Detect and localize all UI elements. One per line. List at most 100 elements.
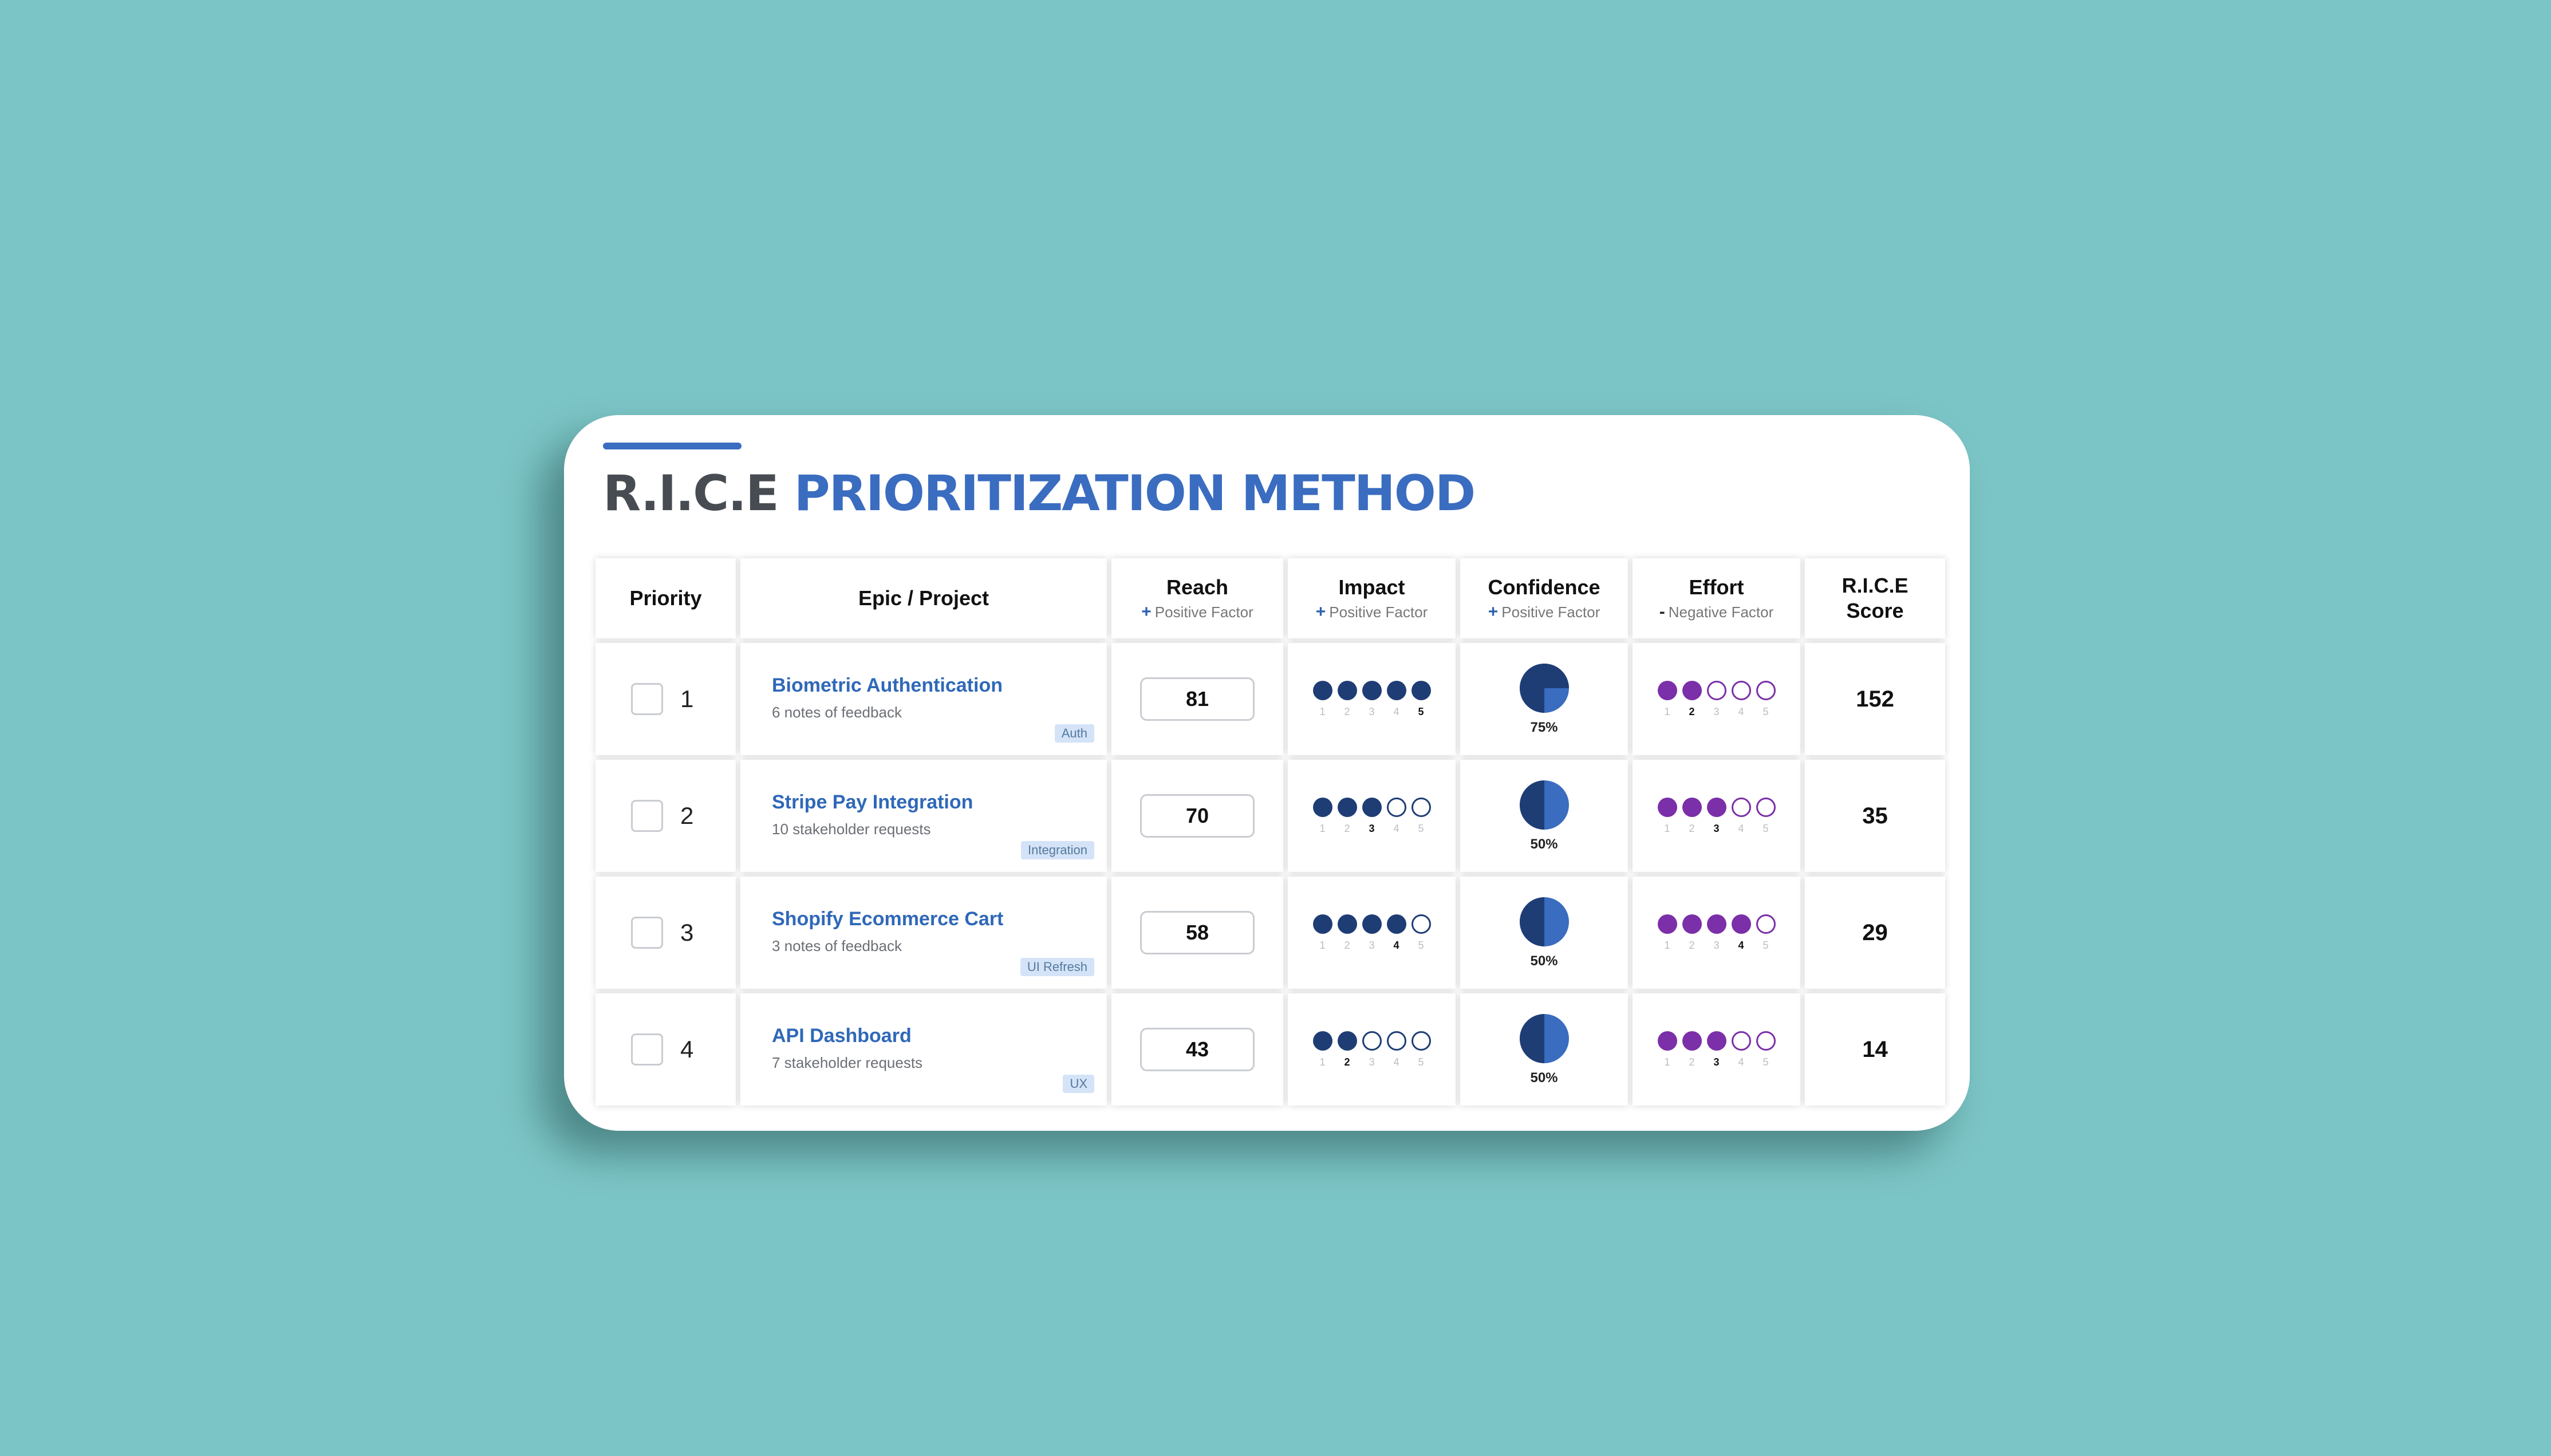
title-main: PRIORITIZATION METHOD: [794, 465, 1476, 522]
reach-input[interactable]: 43: [1140, 1028, 1255, 1071]
plus-icon: +: [1315, 602, 1326, 621]
effort-dot[interactable]: [1756, 680, 1776, 700]
effort-scale-label: 4: [1738, 705, 1744, 717]
priority-number: 4: [680, 1036, 694, 1063]
confidence-pie-icon: [1519, 664, 1569, 713]
impact-scale-label: 5: [1418, 705, 1424, 717]
effort-dot[interactable]: [1706, 914, 1726, 934]
impact-dot[interactable]: [1362, 914, 1382, 934]
header-effort-factor-text: Negative Factor: [1668, 603, 1774, 621]
impact-dot[interactable]: [1411, 680, 1431, 700]
effort-dot[interactable]: [1756, 1031, 1776, 1051]
priority-number: 2: [680, 802, 694, 829]
impact-dot[interactable]: [1312, 914, 1332, 934]
impact-dot[interactable]: [1386, 680, 1406, 700]
impact-dot[interactable]: [1312, 680, 1332, 700]
impact-dot[interactable]: [1386, 914, 1406, 934]
effort-dot[interactable]: [1706, 680, 1726, 700]
effort-rating[interactable]: [1657, 914, 1776, 934]
effort-dot[interactable]: [1731, 680, 1751, 700]
epic-tag: UX: [1063, 1075, 1094, 1093]
effort-dot[interactable]: [1756, 914, 1776, 934]
effort-dot[interactable]: [1731, 914, 1751, 934]
reach-input[interactable]: 58: [1140, 911, 1255, 954]
effort-scale-label: 1: [1664, 1056, 1670, 1068]
confidence-cell: 50%: [1460, 760, 1628, 872]
priority-checkbox[interactable]: [631, 800, 663, 832]
impact-rating[interactable]: [1312, 680, 1431, 700]
effort-scale-label: 2: [1689, 939, 1695, 951]
effort-cell: 1 2 3 4 5: [1633, 760, 1800, 872]
effort-scale-label: 5: [1763, 1056, 1769, 1068]
effort-dot[interactable]: [1657, 914, 1677, 934]
impact-scale: 1 2 3 4 5: [1313, 706, 1431, 718]
effort-dot[interactable]: [1657, 680, 1677, 700]
impact-dot[interactable]: [1386, 1031, 1406, 1051]
effort-rating[interactable]: [1657, 1031, 1776, 1051]
impact-dot[interactable]: [1386, 797, 1406, 817]
epic-title-link[interactable]: Biometric Authentication: [772, 674, 1003, 696]
priority-checkbox[interactable]: [631, 917, 663, 949]
epic-cell: Biometric Authentication 6 notes of feedb…: [740, 643, 1107, 755]
effort-dot[interactable]: [1682, 797, 1702, 817]
effort-dot[interactable]: [1682, 680, 1702, 700]
impact-rating[interactable]: [1312, 1031, 1431, 1051]
impact-dot[interactable]: [1411, 1031, 1431, 1051]
effort-scale-label: 4: [1738, 822, 1744, 834]
title-prefix: R.I.C.E: [603, 465, 779, 522]
effort-dot[interactable]: [1731, 797, 1751, 817]
effort-scale-label: 2: [1689, 822, 1695, 834]
impact-dot[interactable]: [1337, 680, 1357, 700]
effort-scale-label: 1: [1664, 822, 1670, 834]
reach-cell: 58: [1111, 877, 1283, 989]
impact-scale-label: 5: [1418, 1056, 1424, 1068]
effort-scale: 1 2 3 4 5: [1658, 823, 1776, 835]
impact-dot[interactable]: [1337, 797, 1357, 817]
impact-rating[interactable]: [1312, 797, 1431, 817]
impact-scale-label: 1: [1319, 822, 1326, 834]
impact-dot[interactable]: [1312, 797, 1332, 817]
effort-dot[interactable]: [1706, 797, 1726, 817]
effort-rating[interactable]: [1657, 797, 1776, 817]
impact-dot[interactable]: [1337, 914, 1357, 934]
impact-dot[interactable]: [1411, 914, 1431, 934]
impact-dot[interactable]: [1362, 1031, 1382, 1051]
reach-input[interactable]: 81: [1140, 677, 1255, 721]
epic-title-link[interactable]: Shopify Ecommerce Cart: [772, 908, 1004, 930]
reach-input[interactable]: 70: [1140, 794, 1255, 838]
priority-checkbox[interactable]: [631, 683, 663, 715]
rice-card: R.I.C.E PRIORITIZATION METHOD Priority E…: [564, 415, 1970, 1131]
confidence-percent: 75%: [1530, 720, 1558, 735]
effort-scale: 1 2 3 4 5: [1658, 706, 1776, 718]
effort-dot[interactable]: [1731, 1031, 1751, 1051]
impact-dot[interactable]: [1362, 797, 1382, 817]
effort-dot[interactable]: [1657, 797, 1677, 817]
effort-dot[interactable]: [1682, 1031, 1702, 1051]
effort-dot[interactable]: [1682, 914, 1702, 934]
header-impact: Impact + Positive Factor: [1288, 558, 1456, 638]
header-reach-label: Reach: [1166, 575, 1229, 599]
impact-dot[interactable]: [1362, 680, 1382, 700]
impact-cell: 1 2 3 4 5: [1288, 877, 1456, 989]
priority-checkbox[interactable]: [631, 1033, 663, 1066]
effort-dot[interactable]: [1657, 1031, 1677, 1051]
confidence-cell: 75%: [1460, 643, 1628, 755]
effort-dot[interactable]: [1756, 797, 1776, 817]
impact-dot[interactable]: [1337, 1031, 1357, 1051]
impact-dot[interactable]: [1411, 797, 1431, 817]
impact-dot[interactable]: [1312, 1031, 1332, 1051]
epic-cell: API Dashboard 7 stakeholder requests UX: [740, 993, 1107, 1106]
epic-tag: UI Refresh: [1020, 958, 1094, 976]
impact-rating[interactable]: [1312, 914, 1431, 934]
effort-dot[interactable]: [1706, 1031, 1726, 1051]
epic-title-link[interactable]: API Dashboard: [772, 1025, 912, 1047]
confidence-percent: 50%: [1530, 836, 1558, 852]
confidence-pie-filled: [1519, 664, 1569, 713]
epic-title-link[interactable]: Stripe Pay Integration: [772, 791, 973, 813]
confidence-pie-filled: [1519, 897, 1544, 946]
header-epic-label: Epic / Project: [858, 586, 989, 610]
effort-rating[interactable]: [1657, 680, 1776, 700]
score-cell: 35: [1805, 760, 1945, 872]
confidence-pie-filled: [1519, 780, 1544, 830]
impact-cell: 1 2 3 4 5: [1288, 643, 1456, 755]
